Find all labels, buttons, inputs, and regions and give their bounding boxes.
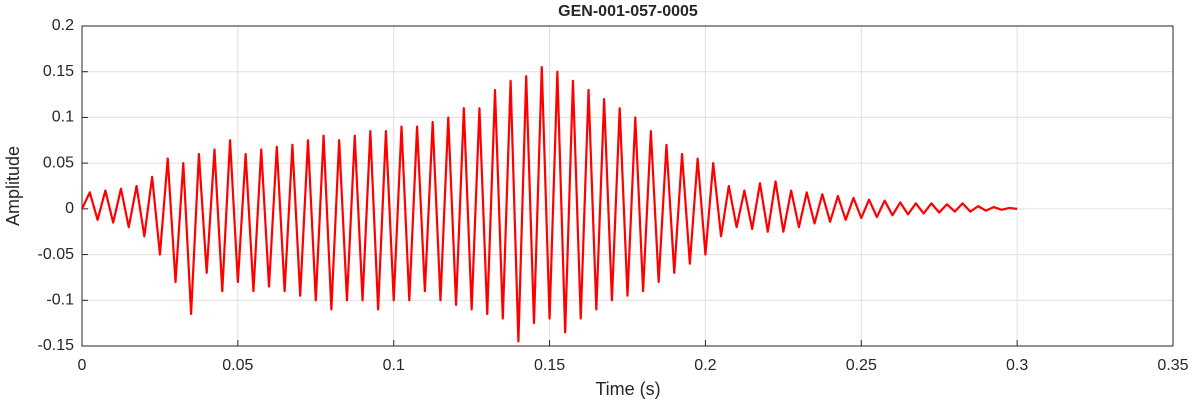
y-tick-label: 0.15 — [43, 63, 74, 80]
y-tick-label: -0.15 — [38, 337, 75, 354]
x-tick-label: 0.2 — [694, 357, 716, 374]
x-axis-label: Time (s) — [595, 379, 660, 399]
x-tick-label: 0.15 — [534, 357, 565, 374]
y-tick-label: -0.1 — [46, 292, 74, 309]
y-tick-label: 0.05 — [43, 154, 74, 171]
y-tick-label: 0.1 — [52, 109, 74, 126]
chart-title: GEN-001-057-0005 — [558, 3, 698, 20]
x-tick-label: 0 — [78, 357, 87, 374]
y-tick-label: -0.05 — [38, 246, 75, 263]
x-tick-label: 0.25 — [846, 357, 877, 374]
y-tick-label: 0 — [65, 200, 74, 217]
plot-frame — [81, 25, 1174, 347]
y-axis-label: Amplitude — [3, 146, 23, 226]
x-tick-label: 0.3 — [1006, 357, 1028, 374]
x-tick-label: 0.05 — [222, 357, 253, 374]
waveform-line — [81, 66, 1018, 343]
y-tick-label: 0.2 — [52, 17, 74, 34]
x-tick-label: 0.1 — [383, 357, 405, 374]
x-tick-label: 0.35 — [1157, 357, 1188, 374]
